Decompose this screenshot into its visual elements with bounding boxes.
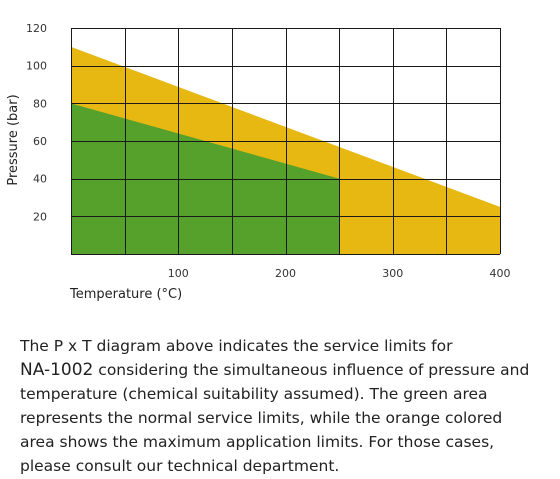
y-tick-label: 60: [33, 135, 47, 148]
pressure-temperature-chart: 20 40 60 80 100 120 100 200 300 400 Pressure (ba…: [6, 22, 511, 302]
caption-text-1: The P x T diagram above indicates the se…: [20, 336, 453, 355]
y-tick-label: 80: [33, 97, 47, 110]
chart-areas: [71, 46, 500, 255]
caption-text-2: considering the simultaneous influence o…: [20, 360, 530, 475]
x-tick-label: 400: [490, 267, 511, 280]
y-tick-label: 20: [33, 210, 47, 223]
y-tick-label: 40: [33, 173, 47, 186]
x-axis-title: Temperature (°C): [69, 287, 182, 302]
y-tick-labels: 20 40 60 80 100 120: [26, 22, 47, 223]
y-tick-label: 120: [26, 22, 47, 35]
chart-grid: [71, 28, 501, 255]
x-tick-label: 100: [168, 267, 189, 280]
y-axis-title: Pressure (bar): [6, 94, 21, 185]
product-name: NA-1002: [20, 359, 94, 380]
x-tick-label: 200: [275, 267, 296, 280]
caption-paragraph: The P x T diagram above indicates the se…: [20, 334, 540, 478]
y-tick-label: 100: [26, 60, 47, 73]
x-tick-labels: 100 200 300 400: [168, 267, 511, 280]
x-tick-label: 300: [382, 267, 403, 280]
